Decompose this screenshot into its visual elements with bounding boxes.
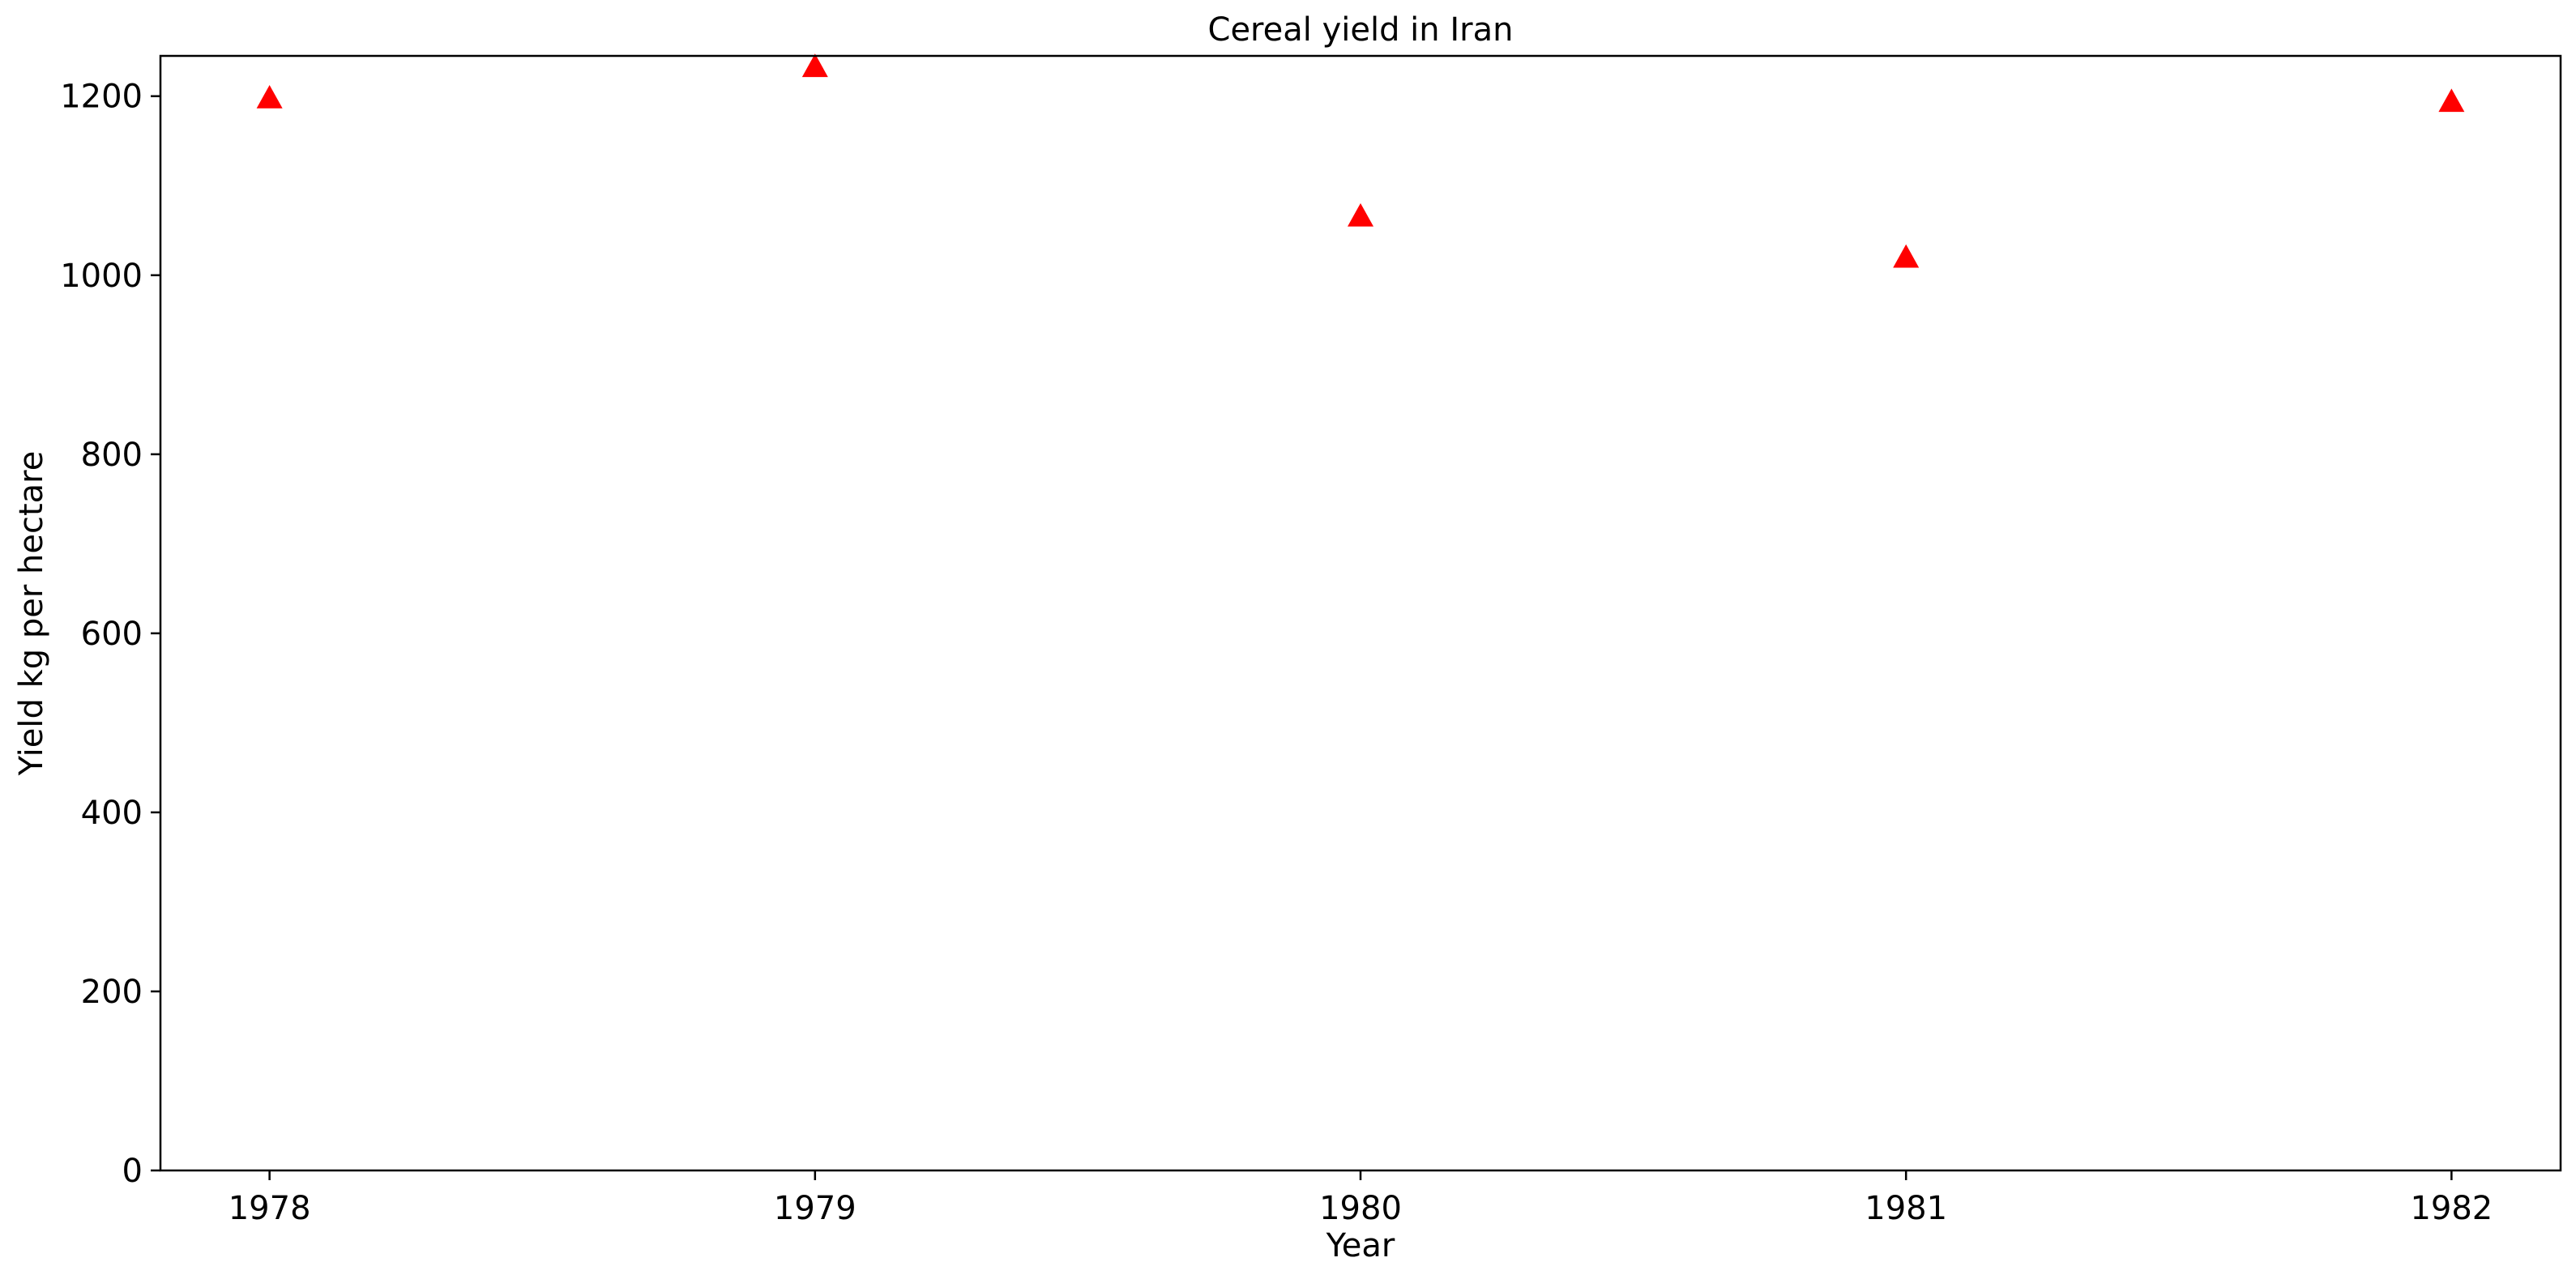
x-tick-label: 1981 <box>1865 1190 1947 1227</box>
data-points <box>256 53 2465 268</box>
y-axis-label: Yield kg per hectare <box>13 451 50 777</box>
y-tick-label: 0 <box>122 1153 143 1190</box>
x-tick-label: 1978 <box>229 1190 311 1227</box>
data-point <box>2438 88 2465 113</box>
y-tick-label: 400 <box>81 795 143 832</box>
x-axis-ticks: 1978 1979 1980 1981 1982 <box>229 1170 2493 1227</box>
data-point <box>256 84 283 109</box>
y-tick-label: 800 <box>81 437 143 474</box>
chart-title: Cereal yield in Iran <box>1208 11 1514 49</box>
y-tick-label: 1200 <box>60 79 143 116</box>
data-point <box>801 53 828 78</box>
y-tick-label: 200 <box>81 974 143 1011</box>
x-tick-label: 1982 <box>2410 1190 2493 1227</box>
data-point <box>1348 203 1373 227</box>
data-point <box>1893 244 1920 268</box>
y-tick-label: 600 <box>81 616 143 653</box>
x-tick-label: 1979 <box>774 1190 857 1227</box>
x-axis-label: Year <box>1326 1227 1395 1264</box>
y-axis-ticks: 0 200 400 600 800 1000 1200 <box>60 79 160 1190</box>
plot-area-frame <box>159 54 2562 1172</box>
y-tick-label: 1000 <box>60 258 143 295</box>
x-tick-label: 1980 <box>1319 1190 1402 1227</box>
